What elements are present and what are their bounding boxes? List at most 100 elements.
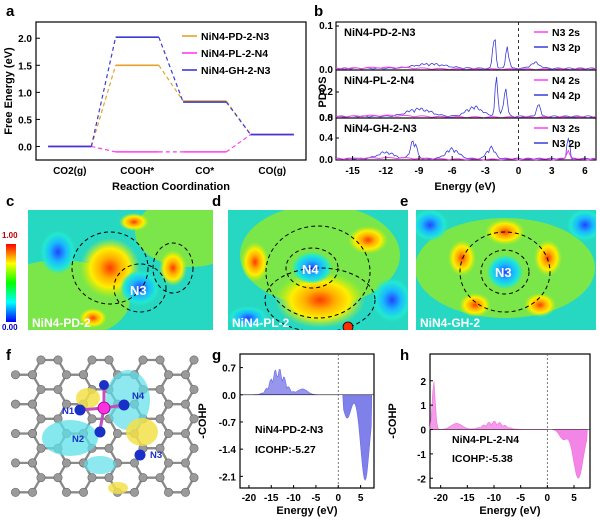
carbon-atom (155, 384, 165, 394)
legend-entry: N3 2p (552, 42, 581, 54)
atom-label: N3 (150, 450, 162, 461)
contour (459, 231, 551, 313)
carbon-atom (11, 429, 20, 439)
x-tick-label: -10 (286, 493, 301, 504)
contour (113, 263, 167, 313)
contour (265, 225, 371, 319)
charge-density-cyan (106, 370, 150, 430)
contour (71, 231, 149, 305)
panel-c: c 1.00 0.00 N3 NiN4-PD-2 (2, 193, 213, 332)
y-tick-label: 0.2 (319, 87, 333, 98)
connector (158, 64, 184, 102)
carbon-atom (61, 487, 71, 497)
hotspot (241, 242, 269, 282)
y-tick-label: 0.8 (319, 113, 333, 124)
y-axis-label-h: -COHP (387, 403, 399, 438)
n-atom-n3 (134, 449, 146, 461)
contour (342, 321, 354, 330)
n-atom-n4 (118, 399, 130, 411)
contour (285, 247, 339, 289)
x-tick-label: 6 (582, 166, 588, 177)
carbon-atom (36, 414, 46, 424)
carbon-atom (181, 487, 191, 497)
carbon-atom (164, 458, 174, 468)
atom-label: N2 (72, 434, 84, 445)
x-axis-label-h: Energy (eV) (479, 505, 540, 517)
x-tick-label: 0 (516, 166, 522, 177)
coldspot (372, 278, 408, 322)
hotspot (159, 250, 187, 286)
carbon-atom (164, 370, 174, 380)
atom-label-n3: N3 (130, 283, 147, 298)
n-atom-n1 (74, 404, 86, 416)
x-tick-label: -6 (448, 166, 457, 177)
carbon-atom (181, 429, 191, 439)
atomic-structure (11, 355, 199, 497)
hotspot (119, 213, 149, 231)
x-tick-label: -9 (415, 166, 424, 177)
y-axis-label-g: -COHP (197, 403, 209, 438)
plot-frame-h (429, 353, 591, 489)
n-atom (99, 380, 109, 390)
hotspot (459, 293, 491, 317)
carbon-atom (138, 473, 148, 483)
x-category-label: COOH* (120, 166, 154, 177)
panel-h: h -COHP Energy (eV) 2 1 0 -1 -2 -20 -15 -10 -5 0 5… (387, 347, 591, 517)
carbon-atom (181, 458, 191, 468)
x-tick-label: -20 (242, 493, 257, 504)
carbon-atom (61, 399, 71, 409)
y-tick-label: -0.7 (219, 418, 237, 429)
coldspot (292, 252, 332, 284)
x-ticks-a: CO2(g) COOH* CO* CO(g) (53, 166, 286, 177)
y-tick-label: 0 (420, 426, 426, 437)
carbon-atom (130, 487, 140, 497)
carbon-atom (53, 355, 63, 365)
panel-label-g: g (212, 347, 221, 364)
hotspot (348, 226, 388, 254)
panel-g: g -COHP Energy (eV) 0.7 0.0 -0.7 -1.4 -2.1 -2… (197, 347, 375, 517)
x-axis-label-a: Reaction Coordination (112, 181, 230, 193)
coldspot (487, 255, 523, 289)
x-tick-label: -10 (487, 493, 502, 504)
y-tick-label: -2.1 (219, 472, 237, 483)
carbon-atom (36, 473, 46, 483)
legend-entry: N4 2p (552, 90, 581, 102)
carbon-atom (164, 429, 174, 439)
hotspot (524, 293, 556, 317)
x-category-label: CO2(g) (53, 166, 86, 177)
atom-label-n3: N3 (495, 265, 512, 280)
carbon-atom (11, 487, 20, 497)
carbon-atom (27, 399, 37, 409)
x-tick-label: 3 (549, 166, 555, 177)
cohp-plot-g: 0.7 0.0 -0.7 -1.4 -2.1 -20 -15 -10 -5 0 5 (219, 354, 374, 504)
carbon-atom (53, 384, 63, 394)
carbon-atom (189, 355, 199, 365)
pdos-2s-curve (336, 149, 595, 161)
x-tick-label: 0 (335, 493, 341, 504)
carbon-atom (79, 370, 89, 380)
y-tick-label: 0.0 (222, 391, 236, 402)
annotation-h: NiN4-PL-2-N4 (452, 434, 519, 446)
legend-entry: NiN4-PD-2-N3 (201, 31, 269, 43)
carbon-atom (164, 399, 174, 409)
y-tick-label: 0.0 (319, 113, 333, 124)
legend-entry: NiN4-PL-2-N4 (201, 48, 268, 60)
plot-frame-g (239, 353, 375, 489)
x-tick-label: -15 (345, 166, 360, 177)
panel-label-h: h (400, 347, 409, 364)
carbon-atom (155, 473, 165, 483)
charge-density-yellow (76, 388, 100, 408)
y-tick-label: 2.0 (18, 34, 32, 45)
carbon-atom (155, 443, 165, 453)
carbon-atom (181, 370, 191, 380)
contour (480, 249, 530, 295)
x-tick-label: 5 (358, 493, 364, 504)
charge-density-cyan (84, 456, 116, 474)
y-tick-label: 1 (420, 401, 426, 412)
panel-d: d N4 NiN4-PL-2 (212, 193, 408, 330)
legend-entry: N3 2s (552, 123, 580, 135)
connector (90, 37, 117, 147)
cohp-antibonding-area (342, 394, 373, 481)
contour (264, 267, 376, 330)
